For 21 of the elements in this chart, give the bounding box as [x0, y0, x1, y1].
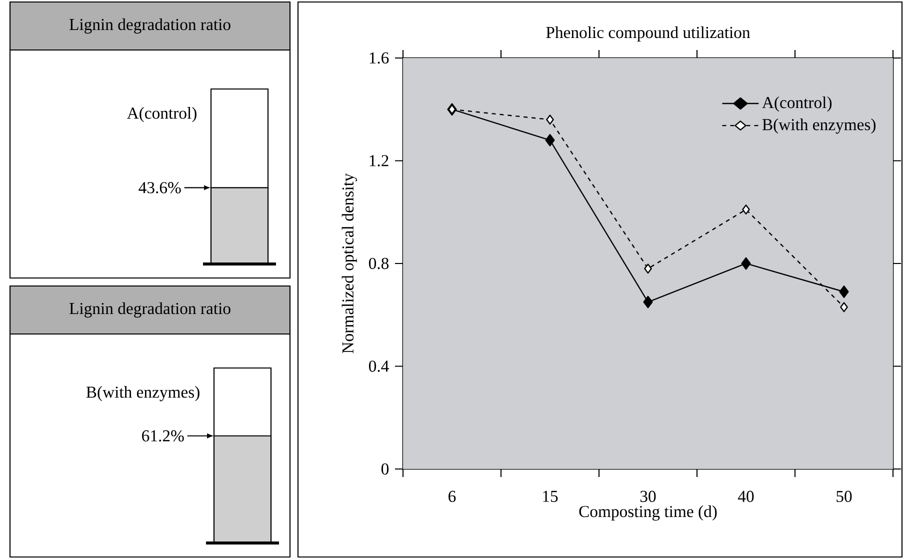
- chart-title: Lignin degradation ratio: [69, 302, 230, 318]
- y-tick-label: 0.4: [368, 360, 389, 372]
- text: A(control): [127, 107, 196, 122]
- chart-title: Phenolic compound utilization: [546, 26, 750, 42]
- y-tick-label: 1.6: [370, 52, 389, 64]
- y-tick-label: 1.2: [370, 155, 388, 166]
- x-tick-label: 6: [448, 490, 456, 502]
- legend-label: B(with enzymes): [762, 118, 876, 134]
- data-label: 43.6%: [138, 182, 181, 194]
- x-tick-label: 30: [640, 490, 656, 502]
- legend-label: A(control): [762, 96, 832, 112]
- x-tick-label: 40: [738, 490, 754, 502]
- chart-title: Lignin degradation ratio: [69, 18, 230, 34]
- text: B(with enzymes): [86, 386, 200, 402]
- y-tick-label: 0.8: [368, 258, 389, 270]
- y-tick-label: 0: [381, 463, 389, 475]
- x-axis-title: Composting time (d): [579, 505, 717, 521]
- y-axis-title: Normalized optical density: [342, 173, 357, 354]
- data-label: 61.2%: [142, 430, 184, 442]
- x-tick-label: 15: [543, 490, 558, 502]
- x-tick-label: 50: [836, 490, 852, 502]
